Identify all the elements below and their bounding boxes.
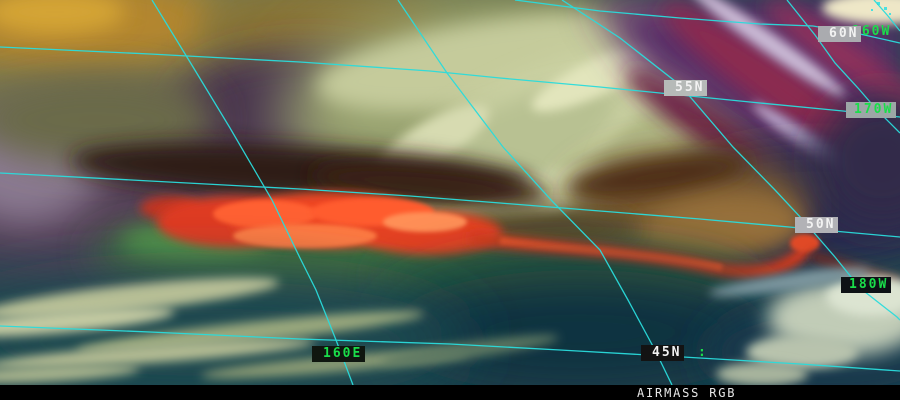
map-label-160e: 160E — [312, 346, 366, 362]
graticule-parallel-45n — [0, 325, 900, 372]
map-label-170w: 170W — [846, 102, 897, 118]
graticule-parallel-50n — [0, 172, 900, 238]
graticule-meridian-170e — [397, 0, 673, 386]
graticule-meridian-160e — [151, 0, 354, 386]
map-label-60n: 60N — [818, 26, 862, 42]
map-label-55n: 55N — [664, 80, 708, 96]
cyan-speckles — [871, 2, 891, 15]
product-name: AIRMASS RGB — [637, 386, 737, 400]
graticule-meridian-180 — [561, 0, 900, 321]
map-label-50n: 50N — [795, 217, 839, 233]
graticule-parallel-55n — [0, 46, 900, 118]
clipped-label: : — [698, 345, 708, 360]
status-bar: 399 0199 HIMAWARI-8 1 22 JUN 19173 10000… — [0, 385, 900, 400]
status-bar-left: 399 0199 HIMAWARI-8 1 22 JUN 19173 10000… — [24, 386, 620, 400]
map-label-45n: 45N — [641, 345, 685, 361]
graticule-meridian-160w — [873, 0, 900, 32]
graticule — [0, 0, 900, 386]
map-label-180w: 180W — [841, 277, 892, 293]
